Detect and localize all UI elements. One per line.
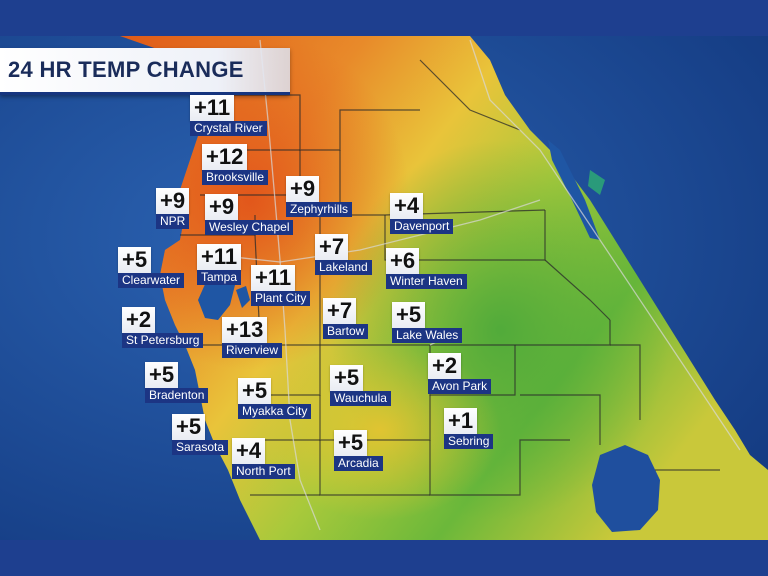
city-name: Zephyrhills [286,202,353,217]
city-name: Clearwater [118,273,185,288]
temp-change-value: +4 [390,193,424,219]
city-name: Avon Park [428,379,492,394]
city-name: Sebring [444,434,494,449]
city-name: Sarasota [172,440,229,455]
city-name: Lake Wales [392,328,463,343]
temp-change-value: +13 [222,317,268,343]
city-name: Wesley Chapel [205,220,294,235]
temp-change-value: +5 [172,414,206,440]
temp-change-value: +11 [197,244,242,270]
temp-change-value: +7 [323,298,357,324]
temperature-map [0,36,768,540]
city-name: NPR [156,214,190,229]
temp-change-value: +5 [330,365,364,391]
city-name: Brooksville [202,170,269,185]
city-name: Lakeland [315,260,372,275]
temp-change-value: +5 [334,430,368,456]
city-name: Winter Haven [386,274,467,289]
city-name: Davenport [390,219,454,234]
city-name: North Port [232,464,295,479]
title-banner: 24 HR TEMP CHANGE [0,48,290,95]
temp-change-value: +11 [251,265,296,291]
city-name: Wauchula [330,391,391,406]
city-name: Crystal River [190,121,267,136]
temp-change-value: +4 [232,438,266,464]
city-name: Plant City [251,291,311,306]
city-name: St Petersburg [122,333,204,348]
city-name: Myakka City [238,404,312,419]
bottom-frame [0,540,768,576]
temp-change-value: +6 [386,248,420,274]
temp-change-value: +5 [145,362,179,388]
temp-change-value: +12 [202,144,248,170]
temp-change-value: +5 [118,247,152,273]
city-name: Tampa [197,270,242,285]
temp-change-value: +2 [122,307,156,333]
temp-change-value: +2 [428,353,462,379]
city-name: Bartow [323,324,369,339]
city-name: Bradenton [145,388,209,403]
city-name: Riverview [222,343,283,358]
temp-change-value: +11 [190,95,235,121]
temp-change-value: +5 [392,302,426,328]
temp-change-value: +1 [444,408,478,434]
map-title: 24 HR TEMP CHANGE [8,57,244,82]
temp-change-value: +7 [315,234,349,260]
temp-change-value: +9 [205,194,239,220]
temp-change-value: +5 [238,378,272,404]
temp-change-value: +9 [286,176,320,202]
temp-change-value: +9 [156,188,190,214]
city-name: Arcadia [334,456,383,471]
top-frame [0,0,768,36]
